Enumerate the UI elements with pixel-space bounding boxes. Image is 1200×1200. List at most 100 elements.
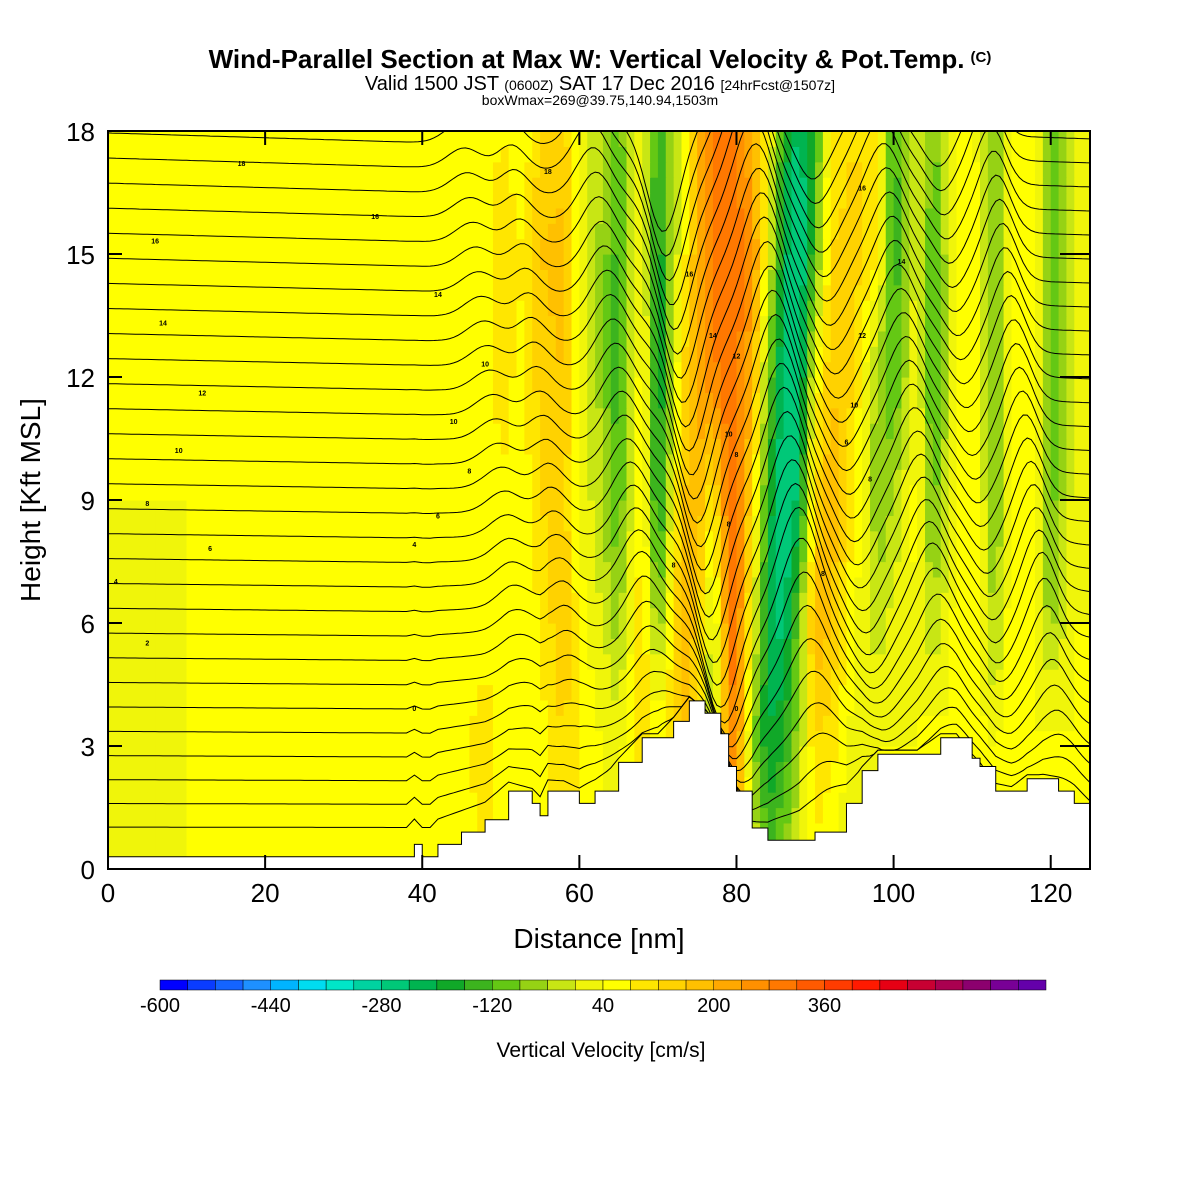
field-cell [375, 576, 384, 593]
field-cell [430, 361, 439, 378]
field-cell [783, 530, 793, 547]
field-cell [351, 699, 360, 716]
field-cell [1050, 561, 1060, 578]
field-cell [1082, 623, 1090, 639]
field-cell [540, 607, 549, 624]
field-cell [807, 530, 816, 547]
field-cell [532, 638, 541, 655]
field-cell [343, 730, 353, 747]
field-cell [1082, 592, 1090, 609]
field-cell [296, 561, 305, 578]
field-cell [595, 776, 604, 793]
field-cell [1019, 638, 1028, 655]
field-cell [972, 699, 981, 716]
field-cell [689, 623, 698, 639]
field-cell [194, 530, 203, 547]
field-cell [744, 638, 753, 655]
field-cell [571, 576, 580, 593]
field-cell [1003, 561, 1013, 578]
field-cell [579, 546, 588, 563]
field-cell [249, 838, 258, 855]
field-cell [1074, 792, 1083, 809]
field-cell [477, 300, 486, 317]
field-cell [540, 776, 549, 793]
field-cell [312, 776, 321, 793]
field-cell [925, 653, 934, 670]
field-cell [508, 423, 518, 440]
field-cell [367, 792, 376, 809]
field-cell [901, 423, 910, 440]
field-cell [437, 269, 447, 286]
field-cell [1003, 453, 1013, 470]
field-cell [807, 377, 816, 393]
field-cell [980, 407, 989, 424]
field-cell [367, 684, 376, 701]
field-cell [909, 653, 918, 670]
field-cell [642, 438, 651, 455]
field-cell [862, 638, 871, 655]
field-cell [1074, 607, 1083, 624]
field-cell [799, 561, 808, 578]
field-cell [155, 315, 164, 332]
field-cell [194, 807, 203, 824]
field-cell [838, 699, 848, 716]
field-cell [744, 423, 753, 440]
field-cell [838, 330, 848, 347]
field-cell [838, 746, 848, 762]
field-cell [767, 469, 777, 486]
field-cell [815, 776, 824, 793]
field-cell [697, 515, 706, 532]
field-cell [343, 776, 353, 793]
field-cell [178, 500, 188, 516]
field-cell [375, 361, 384, 378]
field-cell [108, 269, 117, 286]
field-cell [532, 407, 541, 424]
field-cell [822, 500, 832, 516]
field-cell [422, 500, 431, 516]
field-cell [634, 715, 643, 732]
field-cell [885, 361, 895, 378]
field-cell [712, 469, 722, 486]
field-cell [210, 607, 219, 624]
field-cell [233, 484, 243, 501]
field-cell [995, 346, 1005, 363]
field-cell [296, 530, 305, 547]
field-cell [571, 669, 580, 686]
field-cell [186, 438, 196, 455]
field-cell [241, 392, 251, 409]
field-cell [846, 746, 855, 762]
field-cell [147, 530, 156, 547]
field-cell [618, 530, 628, 547]
field-cell [1082, 484, 1090, 501]
forecast-info: [24hrFcst@1507z] [720, 77, 836, 93]
field-cell [272, 838, 282, 855]
field-cell [634, 576, 643, 593]
field-cell [948, 715, 958, 732]
field-cell [1050, 715, 1060, 732]
field-cell [280, 761, 290, 778]
field-cell [540, 653, 549, 670]
field-cell [689, 315, 698, 332]
field-cell [414, 300, 423, 317]
field-cell [1082, 746, 1090, 762]
field-cell [406, 361, 415, 378]
field-cell [1011, 392, 1020, 409]
field-cell [980, 669, 989, 686]
field-cell [634, 469, 643, 486]
field-cell [367, 361, 376, 378]
field-cell [115, 592, 125, 609]
field-cell [1082, 438, 1090, 455]
field-cell [162, 576, 172, 593]
field-cell [257, 838, 266, 855]
field-cell [1058, 669, 1068, 686]
field-cell [335, 838, 345, 855]
field-cell [728, 254, 738, 270]
field-cell [249, 407, 258, 424]
field-cell [241, 515, 251, 532]
field-cell [1050, 638, 1060, 655]
field-cell [925, 669, 934, 686]
field-cell [1082, 669, 1090, 686]
field-cell [288, 669, 298, 686]
field-cell [272, 284, 282, 301]
field-cell [885, 392, 895, 409]
